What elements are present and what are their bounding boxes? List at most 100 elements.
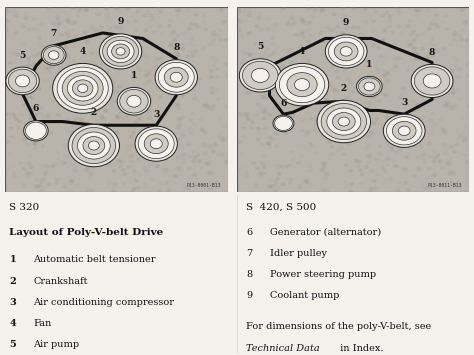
Circle shape xyxy=(255,167,259,170)
Circle shape xyxy=(105,33,109,36)
Circle shape xyxy=(27,143,30,146)
Circle shape xyxy=(368,154,372,157)
Circle shape xyxy=(463,154,466,157)
Circle shape xyxy=(435,23,438,26)
Circle shape xyxy=(290,17,294,21)
Circle shape xyxy=(204,102,208,105)
Circle shape xyxy=(268,146,272,148)
Circle shape xyxy=(347,34,351,37)
Circle shape xyxy=(247,14,251,17)
Circle shape xyxy=(115,52,119,55)
Circle shape xyxy=(431,51,435,54)
Circle shape xyxy=(298,45,302,49)
Text: Fan: Fan xyxy=(33,319,52,328)
Circle shape xyxy=(70,181,73,184)
Circle shape xyxy=(263,112,267,115)
Circle shape xyxy=(360,173,364,176)
Text: Technical Data: Technical Data xyxy=(246,344,320,353)
Circle shape xyxy=(372,29,376,32)
Circle shape xyxy=(94,145,98,148)
Circle shape xyxy=(86,88,89,91)
Circle shape xyxy=(266,142,270,145)
Circle shape xyxy=(269,81,272,83)
Circle shape xyxy=(215,76,219,79)
Circle shape xyxy=(201,143,205,146)
Circle shape xyxy=(321,104,366,140)
Circle shape xyxy=(26,64,29,67)
Circle shape xyxy=(167,136,170,138)
Circle shape xyxy=(5,29,8,32)
Text: 6: 6 xyxy=(33,104,39,113)
Circle shape xyxy=(309,118,313,120)
Circle shape xyxy=(116,48,125,55)
Circle shape xyxy=(412,47,416,50)
Circle shape xyxy=(27,56,30,59)
Circle shape xyxy=(248,76,252,79)
Circle shape xyxy=(165,155,169,159)
Circle shape xyxy=(428,188,431,191)
Circle shape xyxy=(364,58,367,61)
Circle shape xyxy=(312,145,316,148)
Circle shape xyxy=(159,10,163,13)
Circle shape xyxy=(278,66,282,69)
Circle shape xyxy=(137,158,140,160)
Circle shape xyxy=(356,165,360,168)
Circle shape xyxy=(404,168,408,171)
Circle shape xyxy=(187,55,190,58)
Circle shape xyxy=(8,61,11,64)
Circle shape xyxy=(290,151,294,154)
Circle shape xyxy=(178,82,182,85)
Circle shape xyxy=(409,43,412,46)
Circle shape xyxy=(295,81,298,84)
Circle shape xyxy=(396,190,400,192)
Circle shape xyxy=(334,42,358,61)
Circle shape xyxy=(451,87,455,89)
Circle shape xyxy=(31,127,34,130)
Circle shape xyxy=(437,26,440,29)
Circle shape xyxy=(342,7,346,10)
Circle shape xyxy=(65,129,69,132)
Circle shape xyxy=(378,152,382,155)
Circle shape xyxy=(163,87,166,89)
Circle shape xyxy=(370,187,374,190)
Circle shape xyxy=(211,33,215,36)
Circle shape xyxy=(386,117,422,145)
Circle shape xyxy=(301,129,304,132)
Text: 9: 9 xyxy=(343,18,349,27)
Circle shape xyxy=(168,24,171,28)
Circle shape xyxy=(18,120,21,123)
Text: Coolant pump: Coolant pump xyxy=(270,291,339,300)
Circle shape xyxy=(47,7,51,10)
Circle shape xyxy=(181,95,184,98)
Circle shape xyxy=(286,22,290,25)
Circle shape xyxy=(67,76,98,101)
Circle shape xyxy=(209,145,212,148)
Circle shape xyxy=(164,168,168,171)
Circle shape xyxy=(343,70,346,73)
Circle shape xyxy=(156,6,160,9)
Circle shape xyxy=(435,50,439,53)
Circle shape xyxy=(394,151,398,154)
Circle shape xyxy=(119,165,122,168)
Circle shape xyxy=(364,82,375,91)
Circle shape xyxy=(32,62,36,65)
Circle shape xyxy=(144,38,147,41)
Circle shape xyxy=(264,127,268,130)
Circle shape xyxy=(134,20,137,23)
Circle shape xyxy=(88,92,92,95)
Circle shape xyxy=(331,129,335,131)
Circle shape xyxy=(370,170,374,173)
Circle shape xyxy=(142,39,146,43)
Circle shape xyxy=(182,135,185,137)
Circle shape xyxy=(316,119,319,122)
Circle shape xyxy=(320,9,324,12)
Circle shape xyxy=(353,116,357,119)
Circle shape xyxy=(122,90,126,93)
Circle shape xyxy=(341,7,345,10)
Circle shape xyxy=(12,113,16,116)
Text: For dimensions of the poly-V-belt, see: For dimensions of the poly-V-belt, see xyxy=(246,322,432,331)
Circle shape xyxy=(178,9,182,12)
Circle shape xyxy=(309,79,312,82)
Circle shape xyxy=(373,179,376,182)
Circle shape xyxy=(192,150,196,153)
